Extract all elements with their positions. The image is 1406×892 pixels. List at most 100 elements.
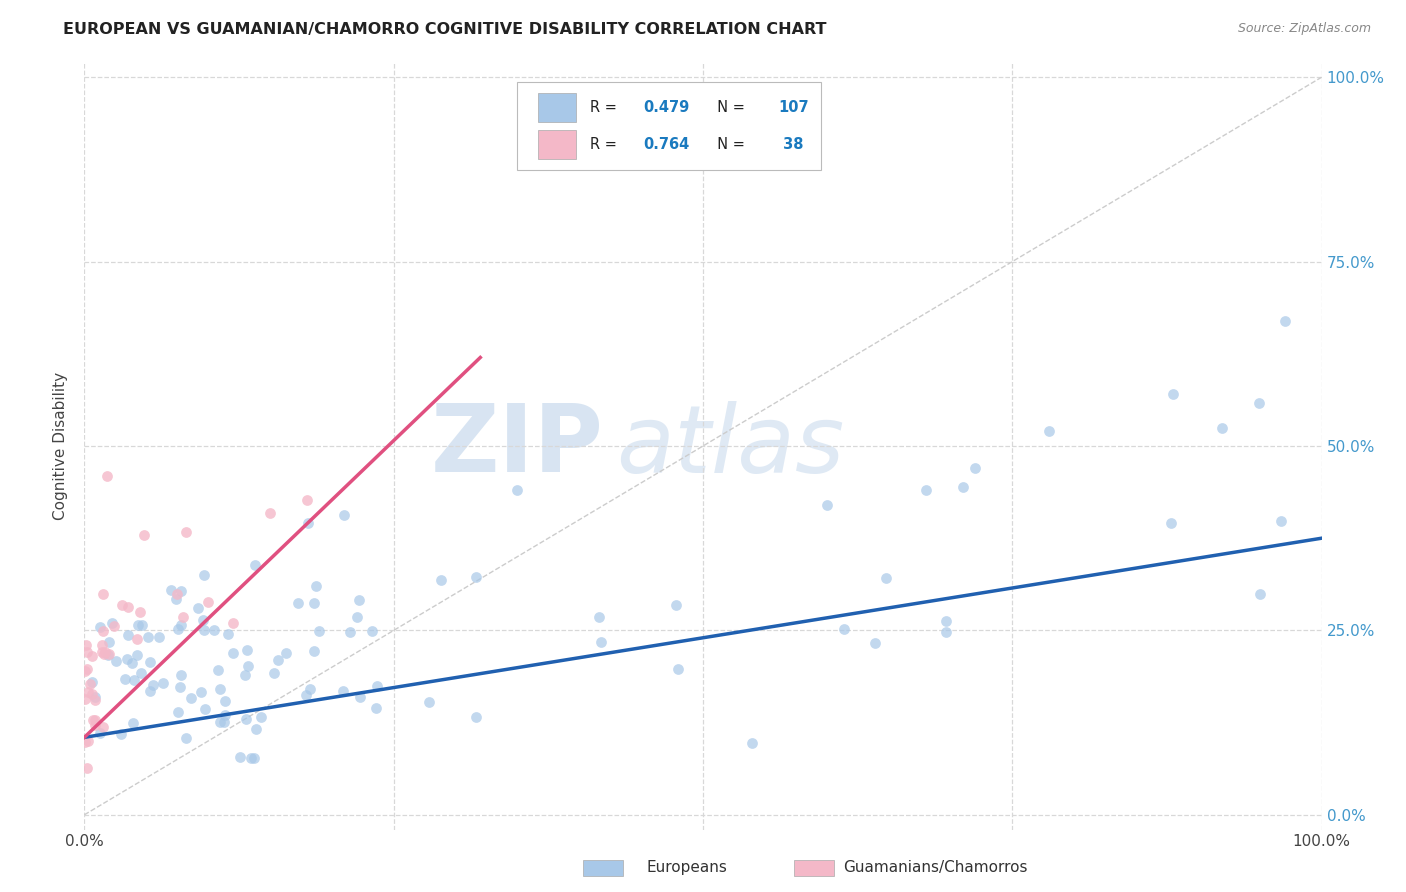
Text: 38: 38 — [779, 136, 804, 152]
Point — [1161, 387, 1184, 401]
Point — [297, 516, 319, 530]
Point — [236, 659, 259, 673]
Text: EUROPEAN VS GUAMANIAN/CHAMORRO COGNITIVE DISABILITY CORRELATION CHART: EUROPEAN VS GUAMANIAN/CHAMORRO COGNITIVE… — [63, 22, 827, 37]
Point — [741, 736, 763, 750]
Point — [302, 644, 325, 658]
Point — [127, 632, 149, 647]
Point — [214, 707, 236, 722]
Point — [236, 642, 259, 657]
Point — [121, 715, 143, 730]
Point — [191, 613, 214, 627]
Point — [83, 714, 105, 728]
FancyBboxPatch shape — [538, 129, 575, 159]
FancyBboxPatch shape — [538, 93, 575, 122]
Point — [305, 579, 328, 593]
Point — [127, 618, 149, 632]
Point — [82, 687, 104, 701]
Text: R =: R = — [591, 100, 621, 115]
Point — [666, 662, 689, 676]
Point — [815, 498, 838, 512]
Point — [588, 610, 610, 624]
Point — [127, 648, 149, 663]
Point — [1160, 516, 1182, 531]
Point — [93, 647, 115, 661]
Point — [122, 673, 145, 688]
Point — [76, 733, 98, 747]
Point — [84, 693, 107, 707]
Point — [73, 664, 96, 678]
Point — [349, 592, 371, 607]
Text: ZIP: ZIP — [432, 400, 605, 492]
Point — [245, 723, 267, 737]
Point — [174, 731, 197, 745]
Point — [136, 630, 159, 644]
Point — [170, 583, 193, 598]
Point — [132, 527, 155, 541]
Point — [187, 601, 209, 615]
Point — [287, 596, 309, 610]
Point — [1247, 396, 1270, 410]
Point — [180, 691, 202, 706]
Point — [208, 714, 231, 729]
Point — [103, 618, 125, 632]
Text: atlas: atlas — [616, 401, 845, 491]
Point — [138, 684, 160, 698]
Text: Source: ZipAtlas.com: Source: ZipAtlas.com — [1237, 22, 1371, 36]
Point — [229, 750, 252, 764]
Point — [166, 586, 188, 600]
Point — [935, 614, 957, 628]
Point — [308, 624, 330, 638]
Point — [863, 636, 886, 650]
Point — [197, 594, 219, 608]
Point — [91, 645, 114, 659]
Point — [152, 675, 174, 690]
Point — [142, 678, 165, 692]
Point — [169, 680, 191, 694]
Y-axis label: Cognitive Disability: Cognitive Disability — [52, 372, 67, 520]
Point — [214, 694, 236, 708]
Point — [165, 592, 187, 607]
Point — [875, 571, 897, 585]
Point — [91, 587, 114, 601]
Point — [115, 652, 138, 666]
Point — [194, 702, 217, 716]
Point — [176, 524, 198, 539]
Point — [202, 623, 225, 637]
Point — [90, 638, 112, 652]
Point — [339, 625, 361, 640]
Point — [430, 574, 453, 588]
Point — [295, 492, 318, 507]
Point — [464, 570, 486, 584]
Point — [89, 620, 111, 634]
Point — [129, 666, 152, 681]
Point — [952, 479, 974, 493]
Point — [250, 710, 273, 724]
Point — [117, 628, 139, 642]
Point — [222, 615, 245, 630]
Point — [94, 644, 117, 658]
Point — [82, 648, 104, 663]
Point — [1211, 421, 1233, 435]
Point — [212, 714, 235, 729]
Point — [1249, 587, 1271, 601]
Point — [100, 616, 122, 631]
Point — [128, 605, 150, 619]
Point — [506, 483, 529, 498]
Point — [349, 690, 371, 704]
Text: N =: N = — [709, 100, 745, 115]
Point — [302, 596, 325, 610]
Point — [243, 751, 266, 765]
Point — [832, 622, 855, 636]
Point — [82, 675, 104, 690]
Point — [295, 688, 318, 702]
Point — [105, 654, 128, 668]
Point — [665, 598, 688, 612]
Point — [965, 461, 987, 475]
Point — [121, 657, 143, 671]
Point — [239, 751, 262, 765]
Point — [222, 646, 245, 660]
Point — [274, 646, 297, 660]
Point — [263, 665, 285, 680]
Point — [82, 713, 104, 727]
Point — [76, 685, 98, 699]
